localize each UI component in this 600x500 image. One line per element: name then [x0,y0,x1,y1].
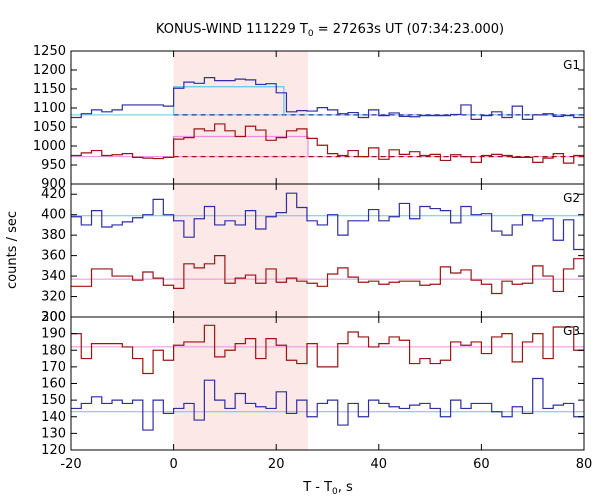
chart-title-main: KONUS-WIND 111229 T [156,22,308,37]
y-tick-label: 140 [41,410,66,425]
y-tick-label: 420 [41,187,66,202]
y-tick-label: 1000 [33,139,66,154]
panel-g2: 300 320 340 360 380 400 420 G2 [41,183,585,325]
shaded-interval [173,51,309,450]
panel-frame [70,183,585,318]
panel-g1: 900 950 1000 1050 1100 1150 1200 1250 G1 [33,44,585,192]
y-tick-label: 120 [41,443,66,458]
y-tick-label: 160 [41,377,66,392]
series-histogram [71,324,584,375]
x-tick-label: 0 [169,457,177,472]
series-histogram [71,77,584,120]
x-tick-label: 60 [473,457,490,472]
plot-area: 900950100010501100115012001250G130032034… [33,44,592,472]
y-tick-label: 900 [41,177,66,192]
y-tick-label: 130 [41,426,66,441]
chart-title-sub: 0 [308,29,314,39]
chart-title: KONUS-WIND 111229 T0 = 27263s UT (07:34:… [156,22,504,39]
panel-label: G3 [563,324,580,338]
x-axis-label-sub: 0 [332,487,338,497]
x-tick-label: 80 [576,457,593,472]
y-tick-label: 170 [41,360,66,375]
x-axis-label-main: T - T [302,480,332,495]
series-histogram [71,192,584,251]
chart-title-rest: = 27263s UT (07:34:23.000) [314,22,504,37]
y-tick-label: 400 [41,208,66,223]
y-tick-label: 1100 [33,101,66,116]
x-tick-label: -20 [60,457,81,472]
y-tick-label: 380 [41,228,66,243]
y-tick-label: 320 [41,290,66,305]
y-tick-label: 150 [41,393,66,408]
x-tick-label: 20 [268,457,285,472]
series-histogram [71,123,584,164]
x-axis-label: T - T0, s [302,480,353,497]
y-tick-label: 360 [41,249,66,264]
series-histogram [71,377,584,431]
y-tick-label: 1150 [33,82,66,97]
y-tick-label: 300 [41,310,66,325]
y-tick-label: 1250 [33,44,66,59]
y-tick-label: 180 [41,343,66,358]
y-tick-label: 340 [41,269,66,284]
series-histogram [71,255,584,295]
y-tick-label: 200 [41,310,66,325]
y-axis-label: counts / sec [5,211,20,289]
x-axis-label-rest: , s [338,480,353,495]
panel-label: G2 [563,191,580,205]
panel-label: G1 [563,58,580,72]
y-tick-label: 190 [41,327,66,342]
x-tick-label: 40 [371,457,388,472]
y-tick-label: 1200 [33,63,66,78]
y-tick-label: 950 [41,158,66,173]
y-tick-label: 1050 [33,120,66,135]
